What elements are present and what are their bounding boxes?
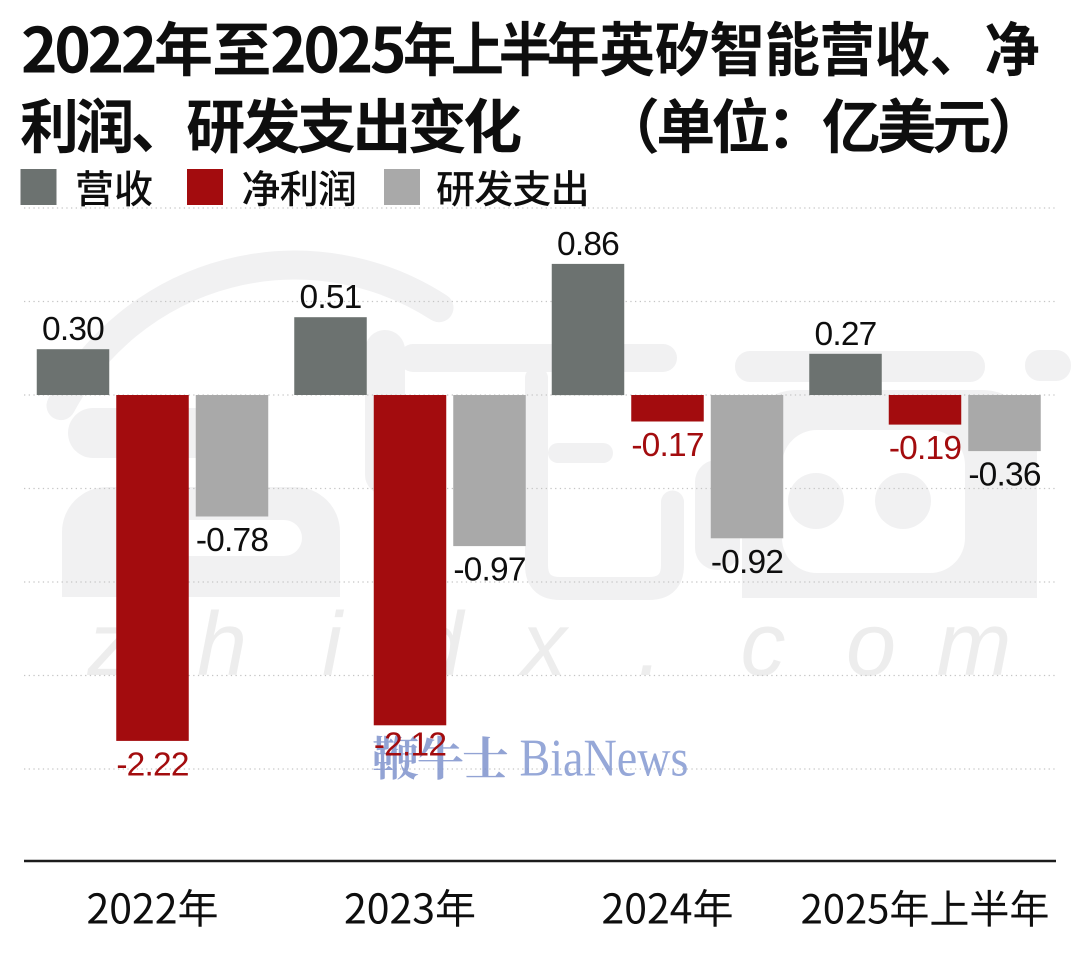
svg-text:BiaNews: BiaNews bbox=[520, 729, 689, 788]
svg-text:-2.22: -2.22 bbox=[116, 746, 188, 783]
svg-text:h: h bbox=[197, 595, 247, 695]
svg-text:c: c bbox=[741, 595, 786, 695]
svg-text:0.51: 0.51 bbox=[299, 279, 361, 316]
svg-text:-0.19: -0.19 bbox=[889, 430, 962, 467]
svg-text:-0.78: -0.78 bbox=[196, 522, 269, 559]
svg-text:-0.36: -0.36 bbox=[968, 457, 1041, 494]
svg-text:m: m bbox=[937, 595, 1012, 695]
svg-text:-0.97: -0.97 bbox=[453, 552, 525, 589]
svg-text:o: o bbox=[846, 595, 896, 695]
svg-text:-2.12: -2.12 bbox=[374, 726, 446, 763]
svg-text:0.30: 0.30 bbox=[42, 311, 104, 348]
svg-text:x: x bbox=[518, 595, 570, 695]
svg-text:.: . bbox=[637, 595, 662, 695]
svg-text:-0.92: -0.92 bbox=[711, 544, 783, 581]
svg-text:0.27: 0.27 bbox=[814, 316, 876, 353]
svg-text:i: i bbox=[322, 595, 345, 695]
svg-text:0.86: 0.86 bbox=[557, 226, 619, 263]
svg-text:-0.17: -0.17 bbox=[631, 427, 703, 464]
